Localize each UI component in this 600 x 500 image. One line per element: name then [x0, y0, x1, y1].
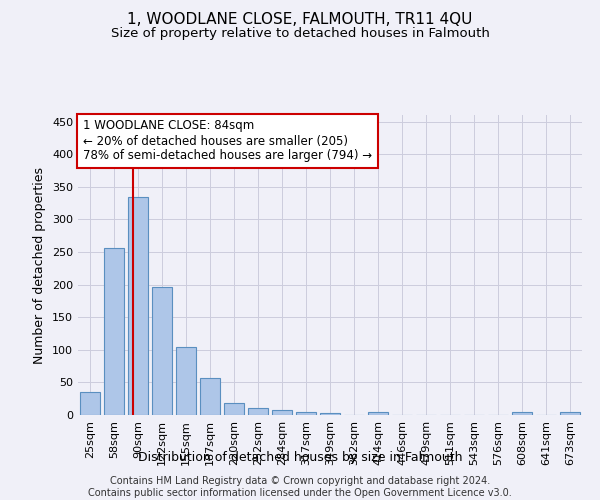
Bar — [272, 410, 292, 415]
Text: Contains HM Land Registry data © Crown copyright and database right 2024.
Contai: Contains HM Land Registry data © Crown c… — [88, 476, 512, 498]
Text: Size of property relative to detached houses in Falmouth: Size of property relative to detached ho… — [110, 28, 490, 40]
Bar — [320, 413, 340, 415]
Bar — [296, 412, 316, 415]
Bar — [80, 392, 100, 415]
Y-axis label: Number of detached properties: Number of detached properties — [34, 166, 46, 364]
Bar — [512, 412, 532, 415]
Bar — [128, 196, 148, 415]
Bar — [368, 412, 388, 415]
Bar — [200, 378, 220, 415]
Bar — [560, 412, 580, 415]
Bar — [224, 402, 244, 415]
Text: 1 WOODLANE CLOSE: 84sqm
← 20% of detached houses are smaller (205)
78% of semi-d: 1 WOODLANE CLOSE: 84sqm ← 20% of detache… — [83, 120, 372, 162]
Bar — [248, 408, 268, 415]
Bar — [176, 346, 196, 415]
Text: 1, WOODLANE CLOSE, FALMOUTH, TR11 4QU: 1, WOODLANE CLOSE, FALMOUTH, TR11 4QU — [127, 12, 473, 28]
Bar — [104, 248, 124, 415]
Text: Distribution of detached houses by size in Falmouth: Distribution of detached houses by size … — [138, 451, 462, 464]
Bar — [152, 287, 172, 415]
